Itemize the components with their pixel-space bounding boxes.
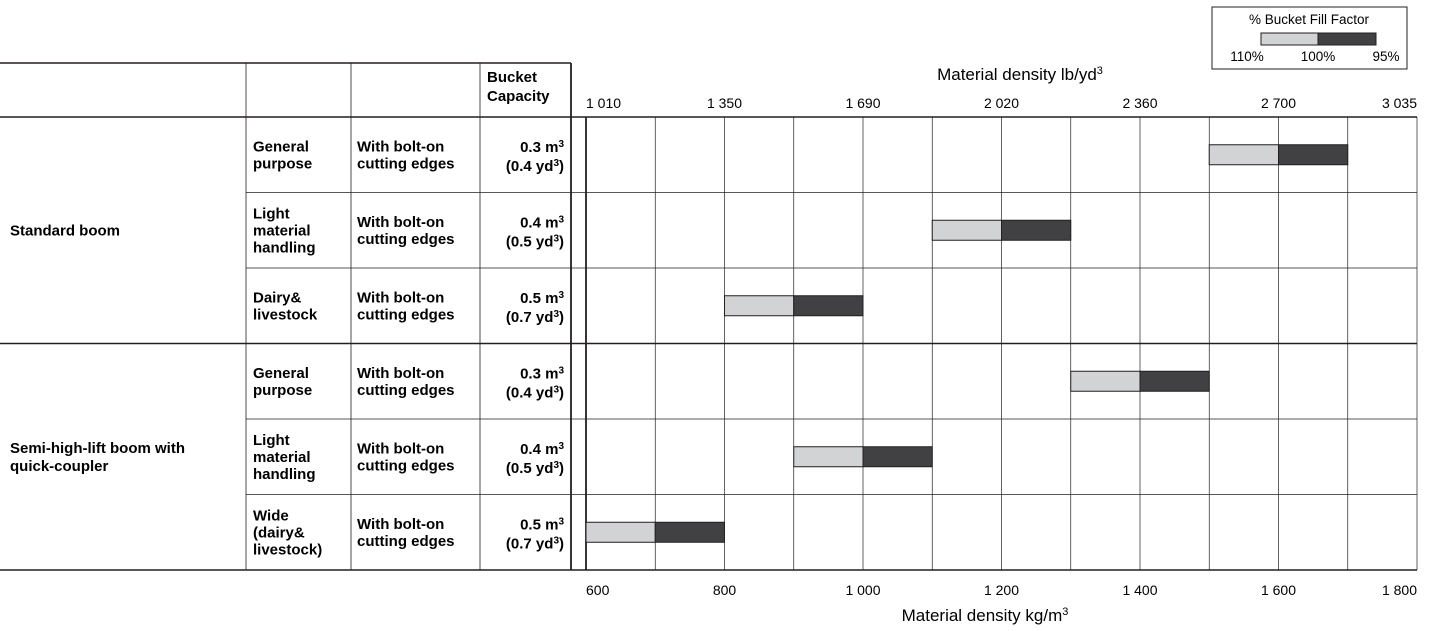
row-capacity-yd3: (0.7 yd3)	[506, 535, 564, 552]
bottom-tick-label: 1 000	[845, 582, 880, 598]
bar-fill-110-100	[1208, 144, 1279, 166]
legend-label-100: 100%	[1301, 49, 1336, 64]
row-type-label: Light	[253, 205, 290, 222]
row-capacity-m3: 0.5 m3	[520, 516, 564, 533]
row-type-label: material	[253, 449, 311, 466]
row-type-label: (dairy&	[253, 524, 305, 541]
row-type-label: Light	[253, 432, 290, 449]
row-type-label: General	[253, 138, 309, 155]
row-capacity-m3: 0.4 m3	[520, 214, 564, 231]
top-tick-label: 3 035	[1382, 95, 1417, 111]
row-type-label: livestock	[253, 306, 318, 323]
bars	[585, 144, 1349, 543]
row-edge-label: cutting edges	[357, 155, 455, 172]
group-label: Standard boom	[10, 222, 120, 239]
bottom-tick-label: 1 200	[984, 582, 1019, 598]
top-axis-title: Material density lb/yd3	[937, 65, 1103, 84]
top-tick-label: 2 020	[984, 95, 1019, 111]
row-edge-label: cutting edges	[357, 306, 455, 323]
row-edge-label: With bolt-on	[357, 516, 444, 533]
top-tick-label: 1 350	[707, 95, 742, 111]
bucket-capacity-header: Bucket	[487, 69, 537, 86]
ticks: 600 800 1 000 1 200 1 400 1 600 1 800 1 010 1 35…	[586, 95, 1417, 598]
row-edge-label: cutting edges	[357, 533, 455, 550]
row-type-label: Dairy&	[253, 289, 302, 306]
row-capacity-yd3: (0.5 yd3)	[506, 233, 564, 250]
bar-fill-110-100	[585, 521, 656, 543]
row-type-label: purpose	[253, 155, 312, 172]
legend: % Bucket Fill Factor 110% 100% 95%	[1211, 6, 1408, 70]
row-type-label: Wide	[253, 507, 289, 524]
bottom-tick-label: 1 800	[1382, 582, 1417, 598]
bar-fill-110-100	[1070, 370, 1141, 392]
row-capacity-m3: 0.4 m3	[520, 441, 564, 458]
bar-fill-100-95	[1139, 370, 1210, 392]
top-tick-label: 2 700	[1261, 95, 1296, 111]
row-edge-label: cutting edges	[357, 457, 455, 474]
row-edge-label: With bolt-on	[357, 440, 444, 457]
row-type-label: livestock)	[253, 541, 322, 558]
top-tick-label: 2 360	[1122, 95, 1157, 111]
legend-title: % Bucket Fill Factor	[1249, 12, 1370, 27]
row-edge-label: cutting edges	[357, 382, 455, 399]
row-type-label: material	[253, 222, 311, 239]
bar-fill-100-95	[1001, 219, 1072, 241]
legend-label-110: 110%	[1230, 49, 1264, 64]
group-label: quick-coupler	[10, 458, 109, 475]
bucket-capacity-header-2: Capacity	[487, 88, 550, 105]
row-capacity-m3: 0.5 m3	[520, 290, 564, 307]
row-edge-label: With bolt-on	[357, 214, 444, 231]
row-type-label: General	[253, 365, 309, 382]
row-type-label: handling	[253, 466, 316, 483]
top-tick-label: 1 690	[845, 95, 880, 111]
bottom-tick-label: 800	[713, 582, 737, 598]
row-capacity-yd3: (0.7 yd3)	[506, 309, 564, 326]
group-label: Semi-high-lift boom with	[10, 440, 185, 457]
bar-fill-110-100	[931, 219, 1002, 241]
legend-box	[1211, 6, 1408, 70]
row-edge-label: With bolt-on	[357, 365, 444, 382]
legend-swatch-light	[1260, 32, 1319, 46]
bottom-tick-label: 1 400	[1122, 582, 1157, 598]
bar-fill-110-100	[724, 295, 795, 317]
bar-fill-100-95	[793, 295, 864, 317]
row-edge-label: cutting edges	[357, 231, 455, 248]
row-capacity-yd3: (0.4 yd3)	[506, 384, 564, 401]
row-capacity-m3: 0.3 m3	[520, 365, 564, 382]
row-edge-label: With bolt-on	[357, 289, 444, 306]
bar-fill-100-95	[654, 521, 725, 543]
grid	[0, 62, 1418, 571]
row-capacity-yd3: (0.5 yd3)	[506, 460, 564, 477]
row-capacity-m3: 0.3 m3	[520, 139, 564, 156]
bar-fill-110-100	[793, 446, 864, 468]
row-edge-label: With bolt-on	[357, 138, 444, 155]
bottom-tick-label: 1 600	[1261, 582, 1296, 598]
bar-fill-100-95	[1278, 144, 1349, 166]
top-tick-label: 1 010	[586, 95, 621, 111]
bottom-tick-label: 600	[586, 582, 610, 598]
legend-label-95: 95%	[1372, 49, 1399, 64]
bar-fill-100-95	[862, 446, 933, 468]
row-type-label: handling	[253, 239, 316, 256]
bottom-axis-title: Material density kg/m3	[902, 606, 1069, 625]
row-capacity-yd3: (0.4 yd3)	[506, 158, 564, 175]
row-type-label: purpose	[253, 382, 312, 399]
legend-swatch-dark	[1317, 32, 1377, 46]
